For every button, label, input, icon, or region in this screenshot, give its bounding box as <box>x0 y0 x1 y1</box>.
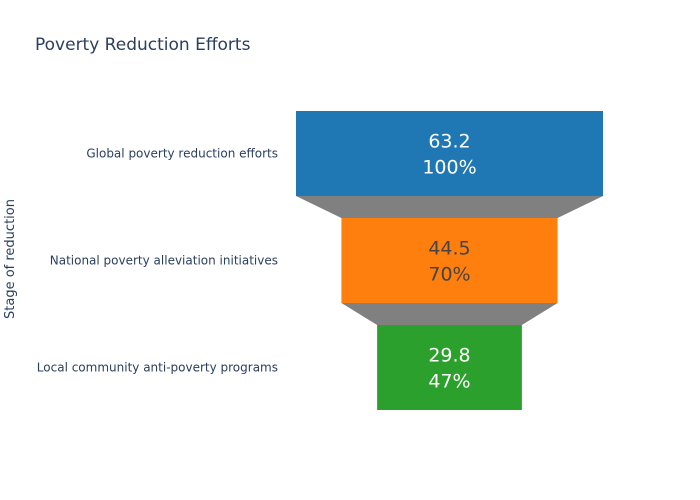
funnel-connector <box>341 303 558 325</box>
chart-title: Poverty Reduction Efforts <box>35 35 251 55</box>
funnel-bar <box>296 111 603 196</box>
bar-percent-label: 100% <box>422 157 476 179</box>
bar-value-label: 29.8 <box>428 345 470 367</box>
category-label: Local community anti-poverty programs <box>37 361 278 375</box>
bar-percent-label: 70% <box>428 264 470 286</box>
bar-value-label: 44.5 <box>428 238 470 260</box>
funnel-connector <box>296 196 603 218</box>
bar-percent-label: 47% <box>428 371 470 393</box>
funnel-bar <box>341 218 558 303</box>
y-axis-label: Stage of reduction <box>3 199 18 319</box>
category-label: National poverty alleviation initiatives <box>50 254 278 268</box>
funnel-bar <box>377 325 522 410</box>
category-label: Global poverty reduction efforts <box>86 147 278 161</box>
funnel-plot-area: 63.2 100% Global poverty reduction efforts… <box>37 111 603 410</box>
bar-value-label: 63.2 <box>428 131 470 153</box>
